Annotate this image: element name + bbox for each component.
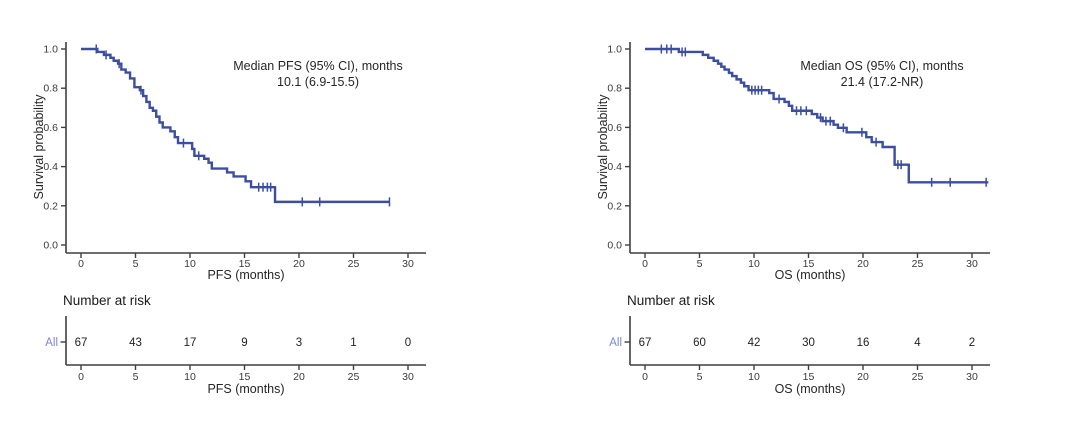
os-risk-x-tick-label: 0 — [642, 371, 648, 383]
pfs-risk-x-tick-label: 15 — [239, 371, 251, 383]
os-median-annotation: Median OS (95% CI), months 21.4 (17.2-NR… — [800, 59, 963, 90]
pfs-risk-x-tick-label: 20 — [293, 371, 305, 383]
os-x-tick-label: 0 — [642, 258, 648, 270]
pfs-chart-panel: 0.0 0.2 0.4 0.6 0.8 1.0 0 5 10 15 20 25 30 All 67 43 17 9… — [32, 42, 426, 396]
pfs-y-tick-label: 0.0 — [43, 240, 58, 252]
pfs-x-axis-title: PFS (months) — [207, 268, 285, 282]
os-median-annotation-line2: 21.4 (17.2-NR) — [840, 74, 924, 89]
pfs-risk-count: 1 — [350, 337, 356, 349]
pfs-risk-table-title: Number at risk — [63, 293, 151, 308]
pfs-median-annotation: Median PFS (95% CI), months 10.1 (6.9-15… — [233, 59, 403, 90]
os-risk-table-title: Number at risk — [627, 293, 715, 308]
os-x-tick-label: 25 — [912, 258, 924, 270]
os-risk-x-tick-label: 25 — [912, 371, 924, 383]
os-risk-count: 30 — [802, 337, 815, 349]
os-chart-panel: 0.0 0.2 0.4 0.6 0.8 1.0 0 5 10 15 20 25 30 All 67 60 42 3… — [564, 0, 1080, 440]
os-risk-count: 4 — [914, 337, 921, 349]
os-risk-count: 2 — [969, 337, 975, 349]
os-risk-count: 42 — [748, 337, 761, 349]
pfs-x-tick-label: 15 — [239, 258, 251, 270]
os-risk-x-tick-label: 5 — [697, 371, 703, 383]
os-risk-count: 60 — [693, 337, 706, 349]
pfs-risk-count: 43 — [129, 337, 142, 349]
pfs-median-annotation-line1: Median PFS (95% CI), months — [233, 59, 403, 73]
os-y-tick-label: 0.6 — [607, 122, 622, 134]
os-x-tick-label: 5 — [697, 258, 703, 270]
pfs-risk-count: 67 — [75, 337, 88, 349]
pfs-y-axis-title: Survival probability — [32, 94, 46, 200]
pfs-risk-x-axis-title: PFS (months) — [207, 382, 285, 396]
os-y-tick-label: 1.0 — [607, 44, 622, 56]
os-risk-x-tick-label: 20 — [857, 371, 869, 383]
os-y-tick-label: 0.2 — [607, 200, 622, 212]
os-median-annotation-line1: Median OS (95% CI), months — [800, 59, 964, 73]
pfs-risk-x-tick-label: 5 — [133, 371, 139, 383]
os-y-axis-title: Survival probability — [596, 94, 610, 200]
pfs-x-tick-label: 20 — [293, 258, 305, 270]
pfs-y-tick-label: 0.6 — [43, 122, 58, 134]
os-risk-count: 67 — [639, 337, 652, 349]
pfs-x-tick-label: 10 — [184, 258, 196, 270]
pfs-y-tick-label: 0.8 — [43, 83, 58, 95]
pfs-y-tick-label: 1.0 — [43, 44, 58, 56]
pfs-risk-count: 17 — [184, 337, 197, 349]
os-risk-count: 16 — [857, 337, 870, 349]
os-risk-group-label: All — [609, 337, 622, 349]
os-y-tick-label: 0.8 — [607, 83, 622, 95]
pfs-risk-x-tick-label: 0 — [78, 371, 84, 383]
pfs-x-tick-label: 30 — [402, 258, 414, 270]
pfs-x-tick-label: 5 — [133, 258, 139, 270]
pfs-risk-x-tick-label: 25 — [348, 371, 360, 383]
os-survival-curve — [645, 47, 989, 184]
pfs-risk-count: 9 — [241, 337, 247, 349]
pfs-risk-count: 0 — [405, 337, 411, 349]
os-risk-x-tick-label: 15 — [803, 371, 815, 383]
os-x-axis-title: OS (months) — [774, 268, 846, 282]
os-x-tick-label: 15 — [803, 258, 815, 270]
os-y-tick-label: 0.4 — [607, 161, 622, 173]
pfs-y-tick-label: 0.2 — [43, 200, 58, 212]
os-x-tick-label: 20 — [857, 258, 869, 270]
pfs-median-annotation-line2: 10.1 (6.9-15.5) — [276, 74, 359, 89]
os-x-tick-label: 10 — [748, 258, 760, 270]
pfs-x-tick-label: 0 — [78, 258, 84, 270]
pfs-risk-x-tick-label: 30 — [402, 371, 414, 383]
os-risk-x-tick-label: 30 — [966, 371, 978, 383]
pfs-y-tick-label: 0.4 — [43, 161, 58, 173]
os-y-tick-label: 0.0 — [607, 240, 622, 252]
pfs-risk-count: 3 — [296, 337, 302, 349]
os-risk-x-tick-label: 10 — [748, 371, 760, 383]
os-risk-x-axis-title: OS (months) — [774, 382, 846, 396]
pfs-risk-group-label: All — [45, 337, 58, 349]
pfs-risk-x-tick-label: 10 — [184, 371, 196, 383]
pfs-x-tick-label: 25 — [348, 258, 360, 270]
os-x-tick-label: 30 — [966, 258, 978, 270]
